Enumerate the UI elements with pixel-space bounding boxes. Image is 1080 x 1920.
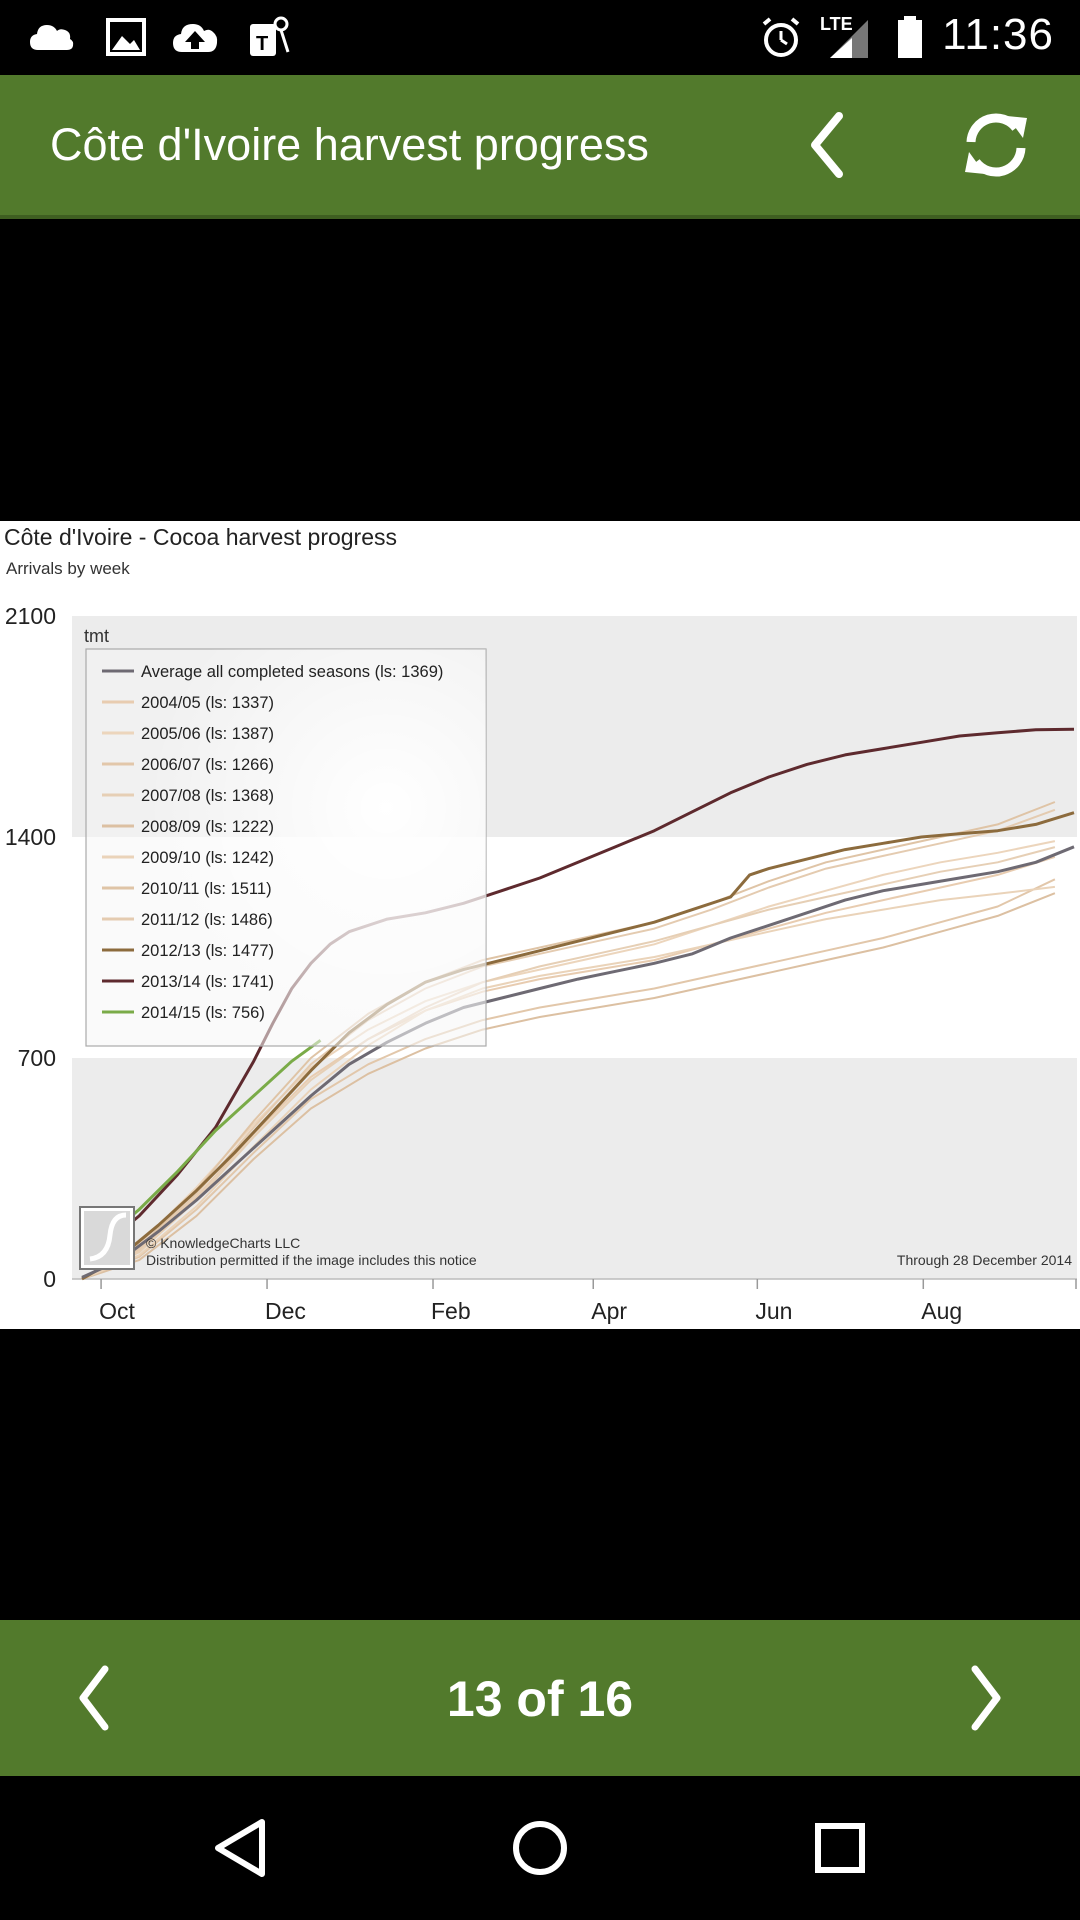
chevron-left-icon xyxy=(79,1665,109,1731)
chevron-left-icon xyxy=(811,112,843,178)
chart-subtitle: Arrivals by week xyxy=(6,559,130,578)
y-tick-label: 2100 xyxy=(5,603,56,629)
svg-text:T: T xyxy=(256,33,268,55)
series-line xyxy=(81,808,1056,1280)
status-bar: T LTE 11:36 xyxy=(0,0,1080,75)
image-icon xyxy=(106,18,146,56)
system-nav-bar xyxy=(0,1776,1080,1920)
series-line xyxy=(81,845,1075,1279)
x-tick-label: Feb xyxy=(431,1298,471,1324)
legend-label: 2010/11 (ls: 1511) xyxy=(141,880,272,898)
x-tick-label: Dec xyxy=(265,1298,306,1324)
x-tick-label: Aug xyxy=(921,1298,962,1324)
series-line xyxy=(81,892,1056,1280)
next-chart-button[interactable] xyxy=(946,1658,1026,1738)
y-tick-label: 0 xyxy=(43,1266,56,1292)
series-line xyxy=(81,811,1075,1281)
y-tick-label: 1400 xyxy=(5,824,56,850)
knowledgecharts-logo xyxy=(79,1206,135,1270)
distribution-text: Distribution permitted if the image incl… xyxy=(146,1252,477,1268)
cloud-icon xyxy=(30,25,74,50)
status-time: 11:36 xyxy=(942,10,1054,59)
legend-label: 2009/10 (ls: 1242) xyxy=(141,849,274,867)
unit-label: tmt xyxy=(84,626,109,646)
x-tick-label: Jun xyxy=(755,1298,792,1324)
home-circle-icon xyxy=(513,1821,567,1875)
upload-icon xyxy=(173,24,218,52)
signal-icon xyxy=(830,20,868,58)
harvest-chart: Côte d'Ivoire - Cocoa harvest progress A… xyxy=(4,524,1077,1324)
series-line xyxy=(81,801,1056,1280)
pager-bar: 13 of 16 xyxy=(0,1620,1080,1776)
legend-label: 2005/06 (ls: 1387) xyxy=(141,725,274,743)
series-line xyxy=(81,878,1056,1280)
network-type: LTE xyxy=(820,14,853,34)
legend-label: 2008/09 (ls: 1222) xyxy=(141,818,274,836)
battery-icon xyxy=(898,16,922,58)
legend-label: 2007/08 (ls: 1368) xyxy=(141,787,274,805)
chevron-right-icon xyxy=(971,1665,1001,1731)
chart-image: Côte d'Ivoire - Cocoa harvest progress A… xyxy=(0,521,1080,1329)
system-back-button[interactable] xyxy=(190,1798,290,1898)
y-tick-label: 700 xyxy=(18,1045,56,1071)
refresh-button[interactable] xyxy=(956,105,1036,185)
x-tick-label: Oct xyxy=(99,1298,135,1324)
page-indicator: 13 of 16 xyxy=(446,1671,634,1727)
series-line xyxy=(81,840,1056,1280)
band-lower xyxy=(72,1058,1077,1279)
legend-label: 2011/12 (ls: 1486) xyxy=(141,911,273,929)
legend-label: 2004/05 (ls: 1337) xyxy=(141,694,274,712)
legend-glow xyxy=(86,649,486,1046)
legend-label: 2006/07 (ls: 1266) xyxy=(141,756,274,774)
back-triangle-icon xyxy=(215,1819,265,1877)
through-date-text: Through 28 December 2014 xyxy=(897,1252,1072,1268)
system-recents-button[interactable] xyxy=(790,1798,890,1898)
x-tick-label: Apr xyxy=(591,1298,627,1324)
tmobile-icon: T xyxy=(250,16,290,56)
page-title: Côte d'Ivoire harvest progress xyxy=(50,119,649,170)
legend-label: Average all completed seasons (ls: 1369) xyxy=(141,663,443,681)
legend-label: 2012/13 (ls: 1477) xyxy=(141,942,274,960)
copyright-text: © KnowledgeCharts LLC xyxy=(146,1235,300,1251)
system-home-button[interactable] xyxy=(490,1798,590,1898)
previous-chart-button[interactable] xyxy=(54,1658,134,1738)
chart-title: Côte d'Ivoire - Cocoa harvest progress xyxy=(4,524,397,550)
app-bar: Côte d'Ivoire harvest progress xyxy=(0,75,1080,215)
series-line xyxy=(81,846,1056,1280)
series-line xyxy=(100,1039,322,1243)
alarm-icon xyxy=(762,17,800,57)
refresh-icon xyxy=(965,113,1027,177)
recents-square-icon xyxy=(815,1823,865,1873)
legend-label: 2014/15 (ls: 756) xyxy=(141,1004,265,1022)
back-button[interactable] xyxy=(788,105,868,185)
legend-label: 2013/14 (ls: 1741) xyxy=(141,973,274,991)
